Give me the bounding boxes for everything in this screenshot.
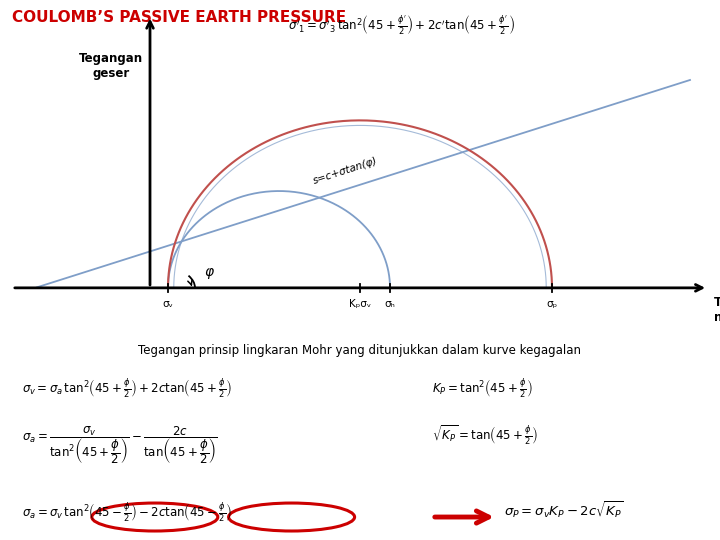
Text: φ: φ [204,265,213,279]
Text: $\sigma'_1 = \sigma'_3\,\tan^2\!\left(45+\frac{\phi'}{2}\right)+2c'\tan\!\left(4: $\sigma'_1 = \sigma'_3\,\tan^2\!\left(45… [288,13,515,37]
Text: σₚ: σₚ [546,299,557,309]
Text: Tegangan prinsip lingkaran Mohr yang ditunjukkan dalam kurve kegagalan: Tegangan prinsip lingkaran Mohr yang dit… [138,344,582,357]
Text: Tegangan
normal: Tegangan normal [714,296,720,323]
Text: $K_P = \tan^2\!\left(45+\frac{\phi}{2}\right)$: $K_P = \tan^2\!\left(45+\frac{\phi}{2}\r… [432,376,533,400]
Text: Tegangan
geser: Tegangan geser [79,52,143,80]
Text: COULOMB’S PASSIVE EARTH PRESSURE: COULOMB’S PASSIVE EARTH PRESSURE [12,10,346,25]
Text: $\sigma_a = \dfrac{\sigma_v}{\tan^2\!\left(45+\dfrac{\phi}{2}\right)}-\dfrac{2c}: $\sigma_a = \dfrac{\sigma_v}{\tan^2\!\le… [22,424,217,466]
Text: $\sqrt{K_P} = \tan\!\left(45+\frac{\phi}{2}\right)$: $\sqrt{K_P} = \tan\!\left(45+\frac{\phi}… [432,424,538,447]
Text: $\sigma_P = \sigma_v K_P - 2c\sqrt{K_P}$: $\sigma_P = \sigma_v K_P - 2c\sqrt{K_P}$ [504,500,624,521]
Text: σᵥ: σᵥ [163,299,174,309]
Text: s=c+σtan(φ): s=c+σtan(φ) [312,156,379,186]
Text: $\sigma_v = \sigma_a\,\tan^2\!\left(45+\frac{\phi}{2}\right)+2c\tan\!\left(45+\f: $\sigma_v = \sigma_a\,\tan^2\!\left(45+\… [22,376,232,400]
Text: Kₚσᵥ: Kₚσᵥ [349,299,371,309]
Text: σₕ: σₕ [384,299,395,309]
Text: $\sigma_a = \sigma_v\,\tan^2\!\left(45-\frac{\phi}{2}\right)-2c\tan\!\left(45-\f: $\sigma_a = \sigma_v\,\tan^2\!\left(45-\… [22,500,232,524]
